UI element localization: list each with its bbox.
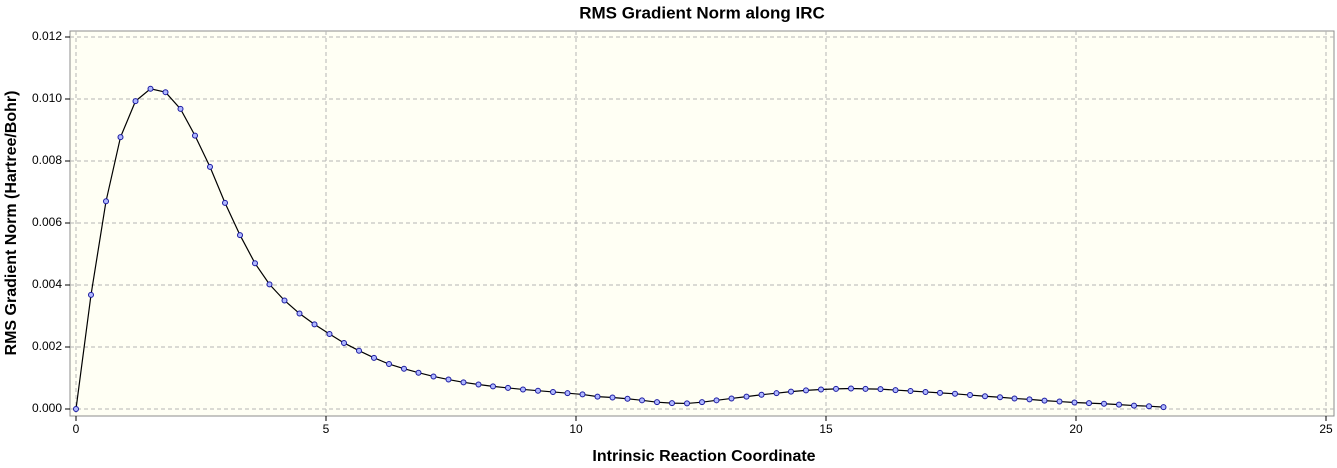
x-axis-label: Intrinsic Reaction Coordinate (592, 448, 815, 465)
data-point (88, 291, 94, 298)
data-point (535, 387, 541, 394)
data-point (266, 281, 273, 288)
y-tick-label: 0.012 (32, 29, 62, 43)
data-point (564, 390, 571, 397)
data-point (520, 386, 526, 393)
data-point (624, 395, 631, 402)
data-point (639, 397, 645, 404)
data-point (684, 400, 690, 407)
data-point (848, 385, 854, 392)
data-point (430, 373, 437, 380)
data-point (1160, 404, 1167, 411)
data-point (758, 391, 765, 398)
data-point (460, 379, 467, 386)
data-point (818, 386, 824, 393)
x-tick-label: 20 (1069, 422, 1083, 436)
data-point (728, 395, 735, 402)
data-point (594, 393, 601, 400)
data-point (1056, 398, 1063, 405)
y-tick-label: 0.002 (32, 339, 62, 353)
data-point (579, 391, 586, 398)
data-point (237, 232, 243, 239)
data-point (773, 390, 780, 397)
data-point (982, 393, 988, 400)
data-point (162, 89, 169, 96)
data-point (833, 385, 839, 392)
data-point (1011, 395, 1018, 402)
x-tick-label: 15 (819, 422, 833, 436)
data-point (415, 369, 422, 376)
data-point (147, 85, 154, 92)
data-point (117, 134, 124, 141)
data-point (669, 400, 675, 407)
data-point (1116, 401, 1122, 408)
data-point (177, 105, 184, 112)
data-point (281, 297, 288, 304)
data-point (326, 330, 333, 337)
data-point (356, 347, 362, 354)
data-point (713, 397, 720, 404)
data-point (654, 399, 660, 406)
data-point (937, 389, 943, 396)
data-point (877, 386, 884, 393)
y-tick-label: 0.000 (32, 401, 62, 415)
data-point (371, 354, 377, 361)
x-tick-label: 10 (569, 422, 583, 436)
data-point (296, 310, 303, 317)
data-point (907, 388, 914, 395)
data-point (743, 393, 750, 400)
y-tick-label: 0.006 (32, 215, 62, 229)
data-point (311, 321, 318, 328)
data-point (892, 387, 899, 394)
data-point (1041, 397, 1048, 404)
data-point (788, 388, 794, 395)
data-point (1131, 402, 1137, 409)
data-point (103, 198, 109, 205)
data-point (1101, 400, 1107, 407)
chart-title: RMS Gradient Norm along IRC (579, 3, 825, 22)
data-point (1146, 403, 1152, 410)
data-point (490, 383, 496, 390)
data-point (401, 365, 407, 372)
data-point (862, 385, 869, 392)
data-point (341, 339, 347, 346)
data-point (1086, 400, 1092, 407)
x-tick-label: 25 (1319, 422, 1333, 436)
data-point (609, 394, 616, 401)
data-point (445, 376, 452, 383)
y-axis-label: RMS Gradient Norm (Hartree/Bohr) (3, 91, 20, 356)
x-tick-label: 0 (73, 422, 80, 436)
data-point (952, 390, 958, 397)
data-point (803, 387, 809, 394)
data-point (967, 392, 973, 399)
data-point (550, 388, 556, 395)
data-point (222, 199, 228, 206)
data-point (505, 384, 511, 391)
data-point (386, 361, 392, 368)
y-tick-label: 0.010 (32, 91, 62, 105)
x-tick-label: 5 (323, 422, 330, 436)
data-point (1071, 399, 1078, 406)
data-point (207, 163, 213, 170)
data-point (1026, 396, 1033, 403)
data-point (192, 132, 198, 139)
data-point (132, 98, 139, 105)
data-point (73, 405, 79, 412)
data-point (252, 260, 258, 267)
y-tick-label: 0.008 (32, 153, 62, 167)
data-point (997, 394, 1003, 401)
data-point (699, 399, 705, 406)
y-tick-label: 0.004 (32, 277, 62, 291)
data-point (922, 388, 929, 395)
data-point (475, 381, 482, 388)
